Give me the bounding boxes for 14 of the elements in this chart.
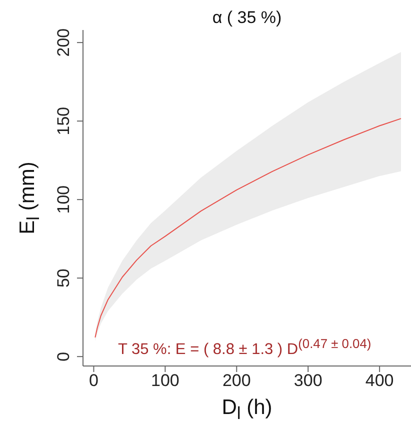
x-tick-label: 100 bbox=[150, 371, 180, 390]
y-tick-label: 100 bbox=[54, 185, 73, 214]
y-tick-label: 200 bbox=[54, 28, 73, 57]
x-tick-label: 200 bbox=[222, 371, 251, 390]
x-tick-label: 0 bbox=[88, 371, 98, 390]
chart-title: α ( 35 %) bbox=[211, 8, 283, 28]
y-tick-label: 50 bbox=[54, 268, 73, 288]
x-axis-title: D$_{l}$ (h) bbox=[220, 396, 274, 424]
x-tick-label: 400 bbox=[365, 371, 394, 390]
line-series bbox=[94, 118, 402, 338]
x-tick-label: 300 bbox=[294, 371, 322, 390]
y-tick-label: 150 bbox=[54, 106, 73, 136]
annotation: T 35 %: E = ( 8.8 ± 1.3 ) D$^{(0.47 ± 0.04)}$ bbox=[118, 336, 372, 360]
y-tick-label: 0 bbox=[54, 352, 73, 362]
